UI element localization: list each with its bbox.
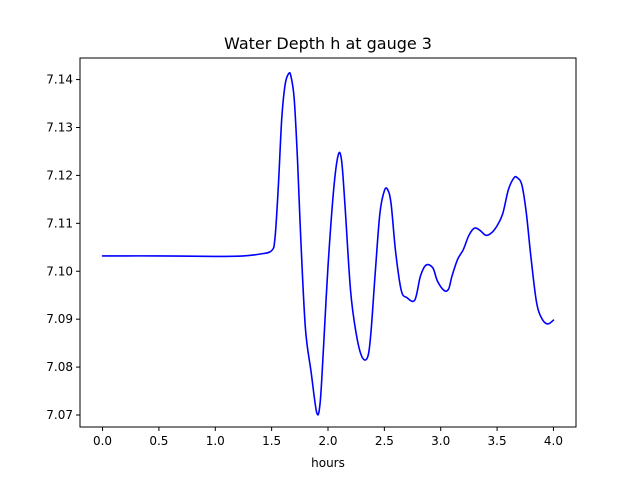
y-tick-label: 7.12 [46, 168, 73, 182]
y-tick-label: 7.08 [46, 360, 73, 374]
x-tick-label: 0.5 [149, 434, 168, 448]
x-tick-label: 1.0 [206, 434, 225, 448]
y-tick-label: 7.09 [46, 312, 73, 326]
x-tick-label: 0.0 [93, 434, 112, 448]
y-tick-label: 7.13 [46, 120, 73, 134]
y-axis: 7.07 7.08 7.09 7.10 7.11 7.12 7.13 7.14 [46, 73, 80, 422]
y-tick-label: 7.11 [46, 216, 73, 230]
x-axis-label: hours [311, 456, 345, 470]
series-line-0 [101, 71, 555, 416]
y-tick-label: 7.07 [46, 408, 73, 422]
x-axis: 0.0 0.5 1.0 1.5 2.0 2.5 3.0 3.5 4.0 [93, 427, 563, 448]
x-tick-label: 3.0 [431, 434, 450, 448]
x-tick-label: 2.0 [318, 434, 337, 448]
plot-frame [79, 57, 577, 428]
plot-area [101, 71, 555, 416]
chart-title: Water Depth h at gauge 3 [224, 34, 432, 53]
x-tick-label: 3.5 [488, 434, 507, 448]
x-tick-label: 4.0 [544, 434, 563, 448]
y-tick-label: 7.10 [46, 264, 73, 278]
x-tick-label: 1.5 [262, 434, 281, 448]
y-tick-label: 7.14 [46, 73, 73, 87]
x-tick-label: 2.5 [375, 434, 394, 448]
